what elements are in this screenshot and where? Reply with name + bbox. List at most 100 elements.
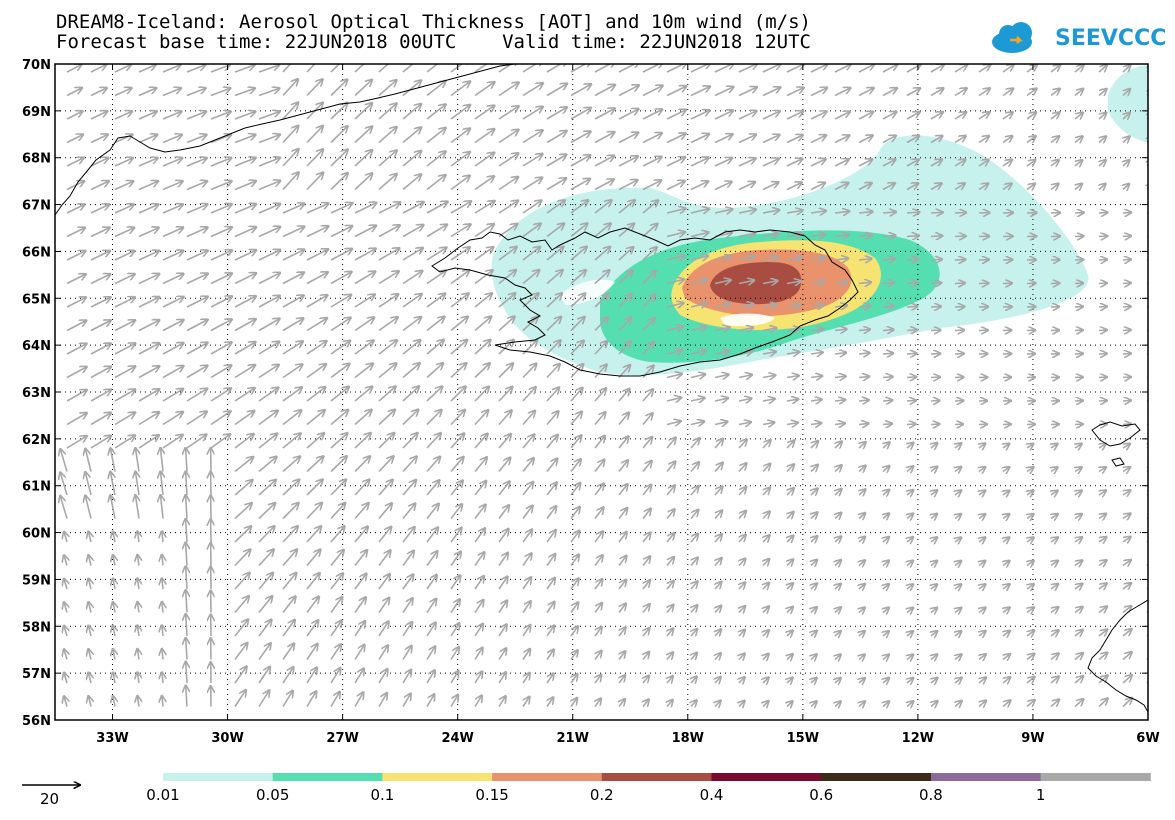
wind-arrow xyxy=(258,387,279,402)
wind-arrow xyxy=(762,210,779,213)
wind-arrow xyxy=(858,376,869,377)
wind-arrow xyxy=(498,696,506,707)
wind-arrow xyxy=(715,558,722,567)
wind-arrow xyxy=(426,293,445,308)
wind-arrow xyxy=(258,319,280,332)
wind-arrow xyxy=(330,341,350,355)
wind-arrow xyxy=(666,208,686,213)
wind-arrow xyxy=(330,203,353,214)
wind-arrow xyxy=(426,598,436,613)
wind-arrow xyxy=(113,649,115,660)
wind-arrow xyxy=(186,661,187,684)
wind-arrow xyxy=(1026,677,1035,683)
wind-arrow xyxy=(162,555,163,566)
wind-arrow xyxy=(378,409,395,426)
wind-arrow xyxy=(1002,88,1013,97)
wind-arrow xyxy=(1122,583,1131,589)
wind-arrow xyxy=(282,596,296,613)
wind-vectors xyxy=(60,64,1148,708)
wind-arrow xyxy=(114,366,136,379)
wind-arrow xyxy=(378,386,396,402)
wind-arrow xyxy=(666,437,676,449)
wind-arrow xyxy=(906,424,916,425)
wind-arrow xyxy=(306,272,328,285)
wind-arrow xyxy=(883,466,890,472)
wind-arrow xyxy=(786,328,800,330)
wind-arrow xyxy=(258,204,281,214)
wind-arrow xyxy=(1098,698,1108,708)
wind-arrow xyxy=(930,183,942,189)
wind-arrow xyxy=(258,273,280,285)
wind-arrow xyxy=(955,561,961,566)
wind-arrow xyxy=(643,652,649,661)
wind-arrow xyxy=(810,399,822,401)
wind-arrow xyxy=(594,412,606,426)
wind-arrow xyxy=(426,551,438,566)
wind-arrow xyxy=(138,111,157,120)
wind-arrow xyxy=(594,200,612,214)
wind-arrow xyxy=(666,485,675,496)
wind-arrow xyxy=(714,256,732,260)
wind-arrow xyxy=(498,64,519,73)
wind-arrow xyxy=(210,342,232,355)
wind-arrow xyxy=(66,274,86,285)
wind-arrow xyxy=(642,247,657,261)
wind-arrow xyxy=(690,157,709,167)
wind-arrow xyxy=(954,64,967,73)
wind-arrow xyxy=(354,225,376,238)
wind-arrow xyxy=(354,150,372,167)
wind-arrow xyxy=(450,152,470,167)
wind-arrow xyxy=(402,127,421,144)
wind-arrow xyxy=(835,584,841,589)
wind-arrow xyxy=(715,629,721,636)
legend-swatch xyxy=(492,773,603,781)
legend-label: 0.2 xyxy=(589,786,614,804)
wind-arrow xyxy=(354,550,367,566)
wind-arrow xyxy=(138,366,160,379)
wind-arrow xyxy=(1074,89,1083,96)
wind-arrow xyxy=(811,630,817,636)
wind-arrow xyxy=(450,575,460,590)
wind-arrow xyxy=(882,112,897,120)
wind-arrow xyxy=(402,646,412,660)
wind-arrow xyxy=(882,135,896,144)
wind-arrow xyxy=(930,88,944,97)
wind-arrow xyxy=(859,560,865,565)
wind-arrow xyxy=(955,631,962,636)
wind-arrow xyxy=(666,557,674,567)
wind-arrow xyxy=(282,149,299,167)
wind-arrow xyxy=(522,505,533,519)
wind-arrow xyxy=(378,621,389,637)
wind-arrow xyxy=(330,597,342,613)
legend-label: 0.01 xyxy=(146,786,180,804)
wind-arrow xyxy=(738,304,754,307)
wind-arrow xyxy=(162,111,182,120)
wind-arrow xyxy=(210,227,232,238)
legend-swatch xyxy=(711,773,822,781)
wind-arrow xyxy=(160,448,163,472)
wind-arrow xyxy=(474,552,485,566)
wind-arrow xyxy=(234,503,252,520)
wind-arrow xyxy=(498,600,507,613)
wind-arrow xyxy=(1075,560,1083,565)
wind-arrow xyxy=(931,561,937,566)
wind-arrow xyxy=(474,316,491,332)
wind-arrow xyxy=(522,458,534,473)
wind-arrow xyxy=(90,413,111,426)
wind-arrow xyxy=(570,388,583,402)
wind-arrow xyxy=(571,698,577,707)
wind-arrow xyxy=(210,204,232,214)
wind-arrow xyxy=(834,111,850,120)
wind-arrow xyxy=(619,675,625,684)
wind-arrow xyxy=(883,513,889,518)
wind-arrow xyxy=(450,410,465,426)
wind-arrow xyxy=(762,281,778,284)
wind-arrow xyxy=(186,411,207,426)
wind-arrow xyxy=(859,513,865,519)
wind-arrow xyxy=(642,342,654,355)
wind-arrow xyxy=(1122,236,1131,237)
wind-arrow xyxy=(907,654,913,659)
wind-arrow xyxy=(162,366,184,379)
wind-arrow xyxy=(258,227,281,238)
wind-arrow xyxy=(306,410,325,426)
